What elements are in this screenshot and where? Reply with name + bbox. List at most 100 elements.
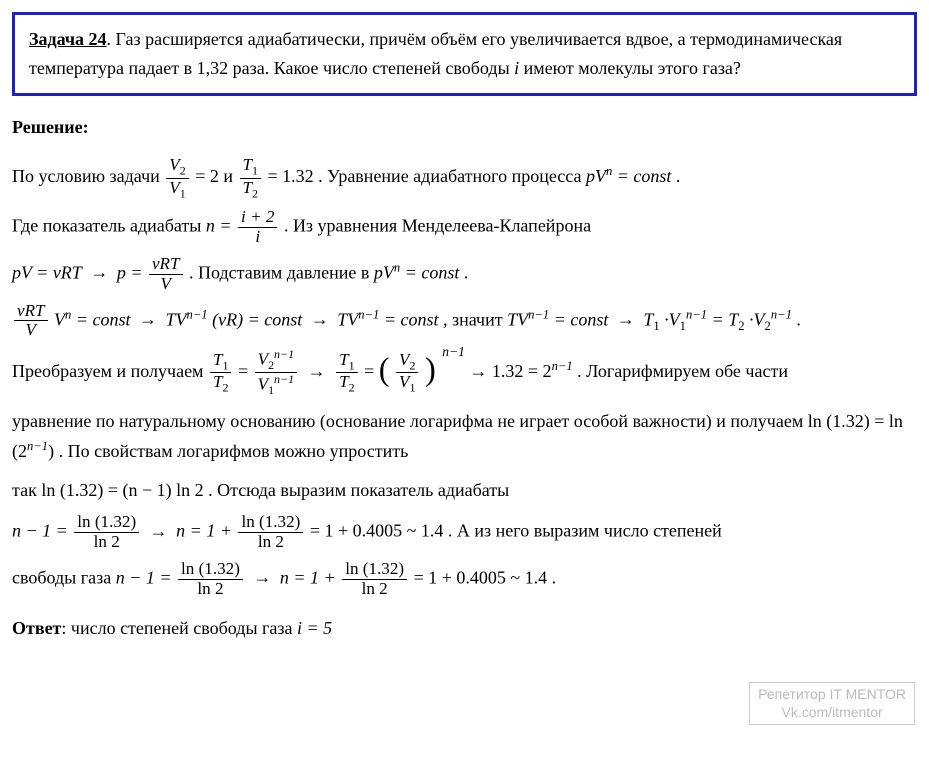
problem-statement-box: Задача 24. Газ расширяется адиабатически… [12, 12, 917, 96]
fraction-ln-3: ln (1.32) ln 2 [178, 560, 243, 599]
v2: V [169, 155, 179, 174]
dot: . [796, 309, 801, 329]
tail: = 1 + 0.4005 ~ 1.4 [310, 521, 444, 541]
den: V [149, 275, 183, 294]
solution-heading: Решение: [12, 112, 917, 143]
para-2: Где показатель адиабаты n = i + 2 i . Из… [12, 208, 917, 247]
text: . Логарифмируем обе части [577, 361, 788, 381]
t: T [643, 309, 653, 329]
eq: = T [712, 309, 739, 329]
text: Где показатель адиабаты [12, 216, 206, 236]
fraction-ln-4: ln (1.32) ln 2 [342, 560, 407, 599]
para-7: так ln (1.32) = (n − 1) ln 2 . Отсюда вы… [12, 475, 917, 506]
answer-eq: i = 5 [297, 618, 332, 638]
para-4: vRT V Vn = const → TVn−1 (vR) = const → … [12, 302, 917, 341]
arrow-icon: → [150, 521, 173, 541]
vr: (vR) = const [212, 309, 302, 329]
v: V [258, 375, 268, 394]
tail: = 1 + 0.4005 ~ 1.4 [414, 567, 548, 587]
s: 1 [349, 358, 355, 372]
text: уравнение по натуральному основанию (осн… [12, 411, 808, 431]
num: ln (1.32) [74, 513, 139, 533]
exp: n−1 [358, 307, 379, 321]
const: = const [554, 309, 609, 329]
fraction-t1-t2-b: T1 T2 [210, 351, 232, 395]
v: V [54, 309, 65, 329]
num: vRT [14, 302, 48, 322]
num: i + 2 [238, 208, 277, 228]
t: T [339, 372, 349, 391]
v: V [399, 350, 409, 369]
arrow-icon: → [90, 262, 113, 282]
answer-line: Ответ: число степеней свободы газа i = 5 [12, 613, 917, 644]
fraction-v2-v1-exp: V2n−1 V1n−1 [255, 348, 297, 398]
text: . Подставим давление в [189, 262, 374, 282]
t: T [339, 350, 349, 369]
arrow-icon: → [139, 309, 162, 329]
s: 2 [349, 381, 355, 395]
const: = const [76, 309, 131, 329]
s: 2 [222, 381, 228, 395]
den: ln 2 [178, 580, 243, 599]
v: V [399, 372, 409, 391]
sub1: 1 [252, 164, 258, 178]
eq2-val: = 1.32 [268, 166, 314, 186]
arrow-icon: → [308, 361, 331, 381]
sub1: 1 [653, 319, 659, 333]
arrow-icon: → [253, 567, 276, 587]
problem-tail: имеют молекулы этого газа? [519, 58, 741, 78]
para-1: По условию задачи V2 V1 = 2 и T1 T2 = 1.… [12, 156, 917, 200]
adiabatic-eq: pVn = const [586, 166, 676, 186]
exp: n−1 [771, 307, 792, 321]
fraction-i2-i: i + 2 i [238, 208, 277, 247]
v1: V [169, 178, 179, 197]
s: 2 [410, 358, 416, 372]
tv: TV [337, 309, 358, 329]
tv: TV [166, 309, 187, 329]
exp: n−1 [686, 307, 707, 321]
answer-label: Ответ [12, 618, 61, 638]
fraction-vrt-v: vRT V [149, 255, 183, 294]
den: i [238, 228, 277, 247]
text: Преобразуем и получаем [12, 361, 208, 381]
p-eq: p = [117, 262, 147, 282]
paren-frac: ( V2 V1 ) n−1 [379, 351, 465, 395]
v: ·V [664, 309, 680, 329]
s: 1 [410, 381, 416, 395]
fraction-vrt-v-2: vRT V [14, 302, 48, 341]
fraction-t1-t2: T1 T2 [240, 156, 262, 200]
para-5: Преобразуем и получаем T1 T2 = V2n−1 V1n… [12, 348, 917, 398]
v: V [258, 350, 268, 369]
sub1: 1 [180, 186, 186, 200]
text: . А из него выразим число степеней [448, 521, 722, 541]
exp: n−1 [274, 372, 294, 386]
text: так [12, 480, 41, 500]
watermark-badge: Репетитор IT MENTOR Vk.com/itmentor [749, 682, 915, 725]
answer-text: : число степеней свободы газа [61, 618, 297, 638]
arrow-icon: → [311, 309, 334, 329]
n-1: n − 1 = [12, 521, 72, 541]
text: . Уравнение адиабатного процесса [318, 166, 586, 186]
para-6: уравнение по натуральному основанию (осн… [12, 406, 917, 467]
n-eq: n = 1 + [280, 567, 340, 587]
n-1: n − 1 = [116, 567, 176, 587]
num: vRT [149, 255, 183, 275]
ln-eq-2: ln (1.32) = (n − 1) ln 2 [41, 480, 203, 500]
sub2: 2 [738, 319, 744, 333]
const: = const [384, 309, 439, 329]
and: и [223, 166, 237, 186]
arrow-icon: → [617, 309, 640, 329]
dot: . [676, 166, 681, 186]
exp: n−1 [274, 347, 294, 361]
fraction-ln: ln (1.32) ln 2 [74, 513, 139, 552]
exp: n−1 [187, 307, 208, 321]
pv-eq: pV = vRT [12, 262, 82, 282]
pv: pV [586, 166, 606, 186]
text: . По свойствам логарифмов можно упростит… [59, 441, 409, 461]
n-eq: n = [206, 216, 236, 236]
text: . Отсюда выразим показатель адиабаты [208, 480, 509, 500]
den: ln 2 [342, 580, 407, 599]
num: ln (1.32) [238, 513, 303, 533]
text: , значит [443, 309, 507, 329]
num: ln (1.32) [342, 560, 407, 580]
